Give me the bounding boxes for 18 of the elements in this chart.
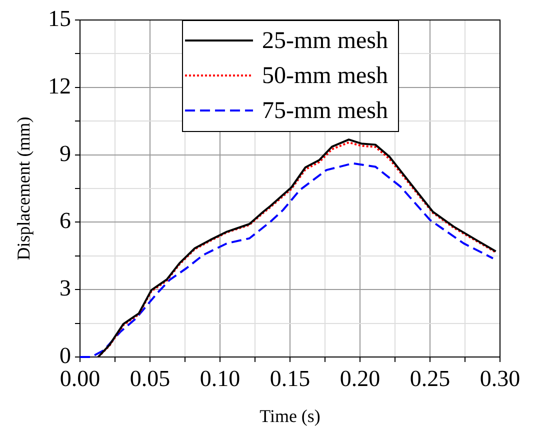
y-tick-label: 9: [60, 140, 71, 166]
y-tick-label: 6: [60, 208, 71, 234]
x-tick-label: 0.10: [200, 366, 240, 391]
legend-label: 25-mm mesh: [262, 28, 388, 54]
x-axis-title: Time (s): [260, 406, 320, 426]
x-tick-label: 0.25: [410, 366, 450, 391]
y-tick-label: 3: [60, 276, 71, 301]
y-tick-label: 0: [60, 343, 71, 368]
y-tick-label: 12: [48, 73, 71, 98]
x-tick-label: 0.15: [270, 366, 310, 391]
x-tick-label: 0.30: [480, 366, 520, 391]
x-tick-label: 0.20: [340, 366, 380, 391]
x-tick-label: 0.00: [60, 366, 100, 391]
x-tick-label: 0.05: [130, 366, 170, 391]
legend-label: 75-mm mesh: [262, 98, 388, 124]
y-tick-label: 15: [48, 6, 71, 32]
legend-label: 50-mm mesh: [262, 62, 388, 89]
y-axis-title: Displacement (mm): [14, 116, 34, 260]
